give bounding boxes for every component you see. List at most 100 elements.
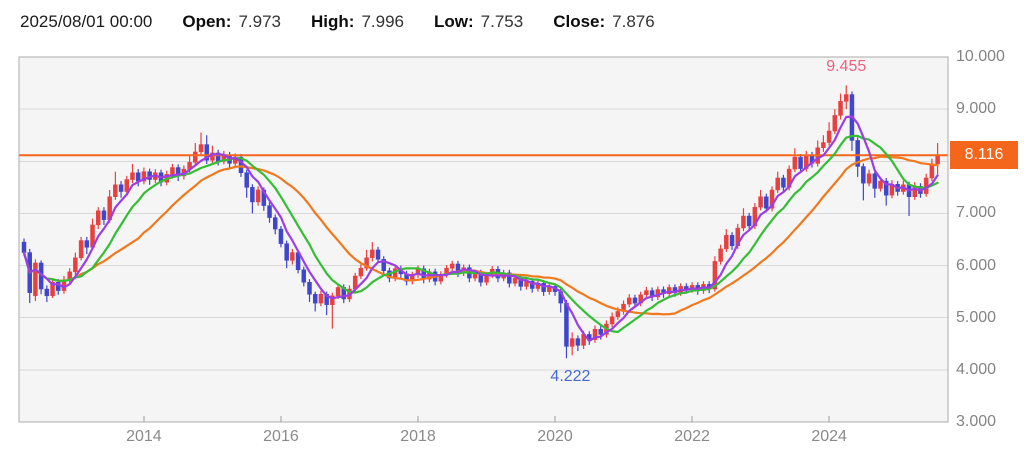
close-value: 7.876: [612, 12, 655, 31]
x-axis-label: 2016: [263, 428, 299, 445]
candle-up: [929, 163, 935, 179]
candle-up: [775, 177, 780, 191]
low-value: 7.753: [480, 12, 524, 31]
ma-line-ma-mid: [22, 134, 939, 334]
candle-down: [118, 184, 124, 192]
y-axis-label: 10.000: [956, 48, 1005, 65]
candle-down: [632, 297, 638, 304]
candle-up: [330, 295, 335, 305]
y-axis-label: 5.000: [956, 308, 997, 326]
candle-up: [33, 262, 38, 297]
low-label: Low:: [434, 12, 474, 31]
candle-up: [95, 210, 101, 226]
candle-down: [312, 294, 318, 304]
candle-up: [512, 277, 518, 284]
candle-down: [101, 210, 107, 220]
ma-line-ma-fast: [22, 115, 939, 342]
candle-up: [193, 151, 198, 163]
candle-up: [358, 267, 364, 277]
candle-down: [764, 196, 769, 209]
high-value: 7.996: [361, 12, 404, 31]
candle-up: [758, 196, 763, 208]
open-field: Open: 7.973: [182, 12, 281, 32]
candle-down: [575, 338, 581, 346]
candle-down: [307, 282, 312, 295]
candle-up: [769, 189, 775, 209]
candle-down: [21, 241, 27, 253]
candle-up: [615, 311, 621, 317]
candle-down: [872, 173, 878, 189]
candle-down: [244, 172, 249, 188]
candle-up: [935, 154, 940, 165]
high-label: High:: [311, 12, 355, 31]
close-field: Close: 7.876: [553, 12, 655, 32]
price-line-badge: 8.116: [950, 141, 1018, 170]
x-axis-label: 2020: [537, 428, 573, 445]
candle-up: [50, 282, 55, 297]
x-axis-label: 2022: [674, 428, 710, 445]
candle-up: [627, 297, 632, 305]
candle-up: [741, 215, 746, 229]
candle-up: [370, 249, 375, 259]
ma-line-ma-slow: [22, 155, 939, 316]
ohlc-header: 2025/08/01 00:00 Open: 7.973 High: 7.996…: [20, 10, 655, 34]
candle-down: [541, 283, 546, 292]
candle-down: [598, 328, 603, 335]
x-axis-label: 2014: [126, 428, 162, 445]
candle-up: [290, 252, 295, 261]
close-label: Close:: [553, 12, 606, 31]
plot-background: [19, 57, 948, 422]
candle-up: [832, 115, 838, 132]
candle-down: [798, 156, 803, 169]
candle-up: [718, 248, 723, 262]
candle-up: [569, 338, 575, 347]
candle-down: [284, 243, 289, 261]
y-axis-label: 6.000: [956, 256, 997, 274]
candle-up: [141, 171, 147, 182]
candle-down: [855, 140, 860, 167]
candle-up: [124, 179, 130, 192]
candle-up: [130, 172, 135, 180]
low-field: Low: 7.753: [434, 12, 523, 32]
candle-down: [250, 187, 255, 203]
open-value: 7.973: [238, 12, 282, 31]
candle-down: [564, 302, 569, 347]
candle-down: [746, 215, 752, 227]
plot-border: [18, 56, 949, 423]
x-axis-label: 2018: [400, 428, 436, 445]
candle-up: [792, 156, 798, 170]
candle-up: [364, 257, 369, 269]
candle-up: [113, 184, 118, 197]
candle-up: [821, 142, 826, 148]
candle-up: [170, 167, 175, 175]
y-axis-label: 4.000: [956, 360, 997, 378]
x-axis-label: 2024: [811, 428, 847, 445]
candle-up: [450, 263, 455, 269]
high-field: High: 7.996: [311, 12, 404, 32]
candle-down: [84, 240, 90, 248]
candle-up: [838, 101, 843, 116]
candle-down: [861, 166, 866, 184]
candle-down: [301, 269, 307, 283]
candle-up: [724, 235, 729, 250]
candle-down: [375, 249, 381, 260]
candle-down: [529, 280, 535, 289]
open-label: Open:: [182, 12, 232, 31]
candle-up: [609, 316, 615, 325]
candle-down: [204, 144, 209, 161]
candle-down: [883, 180, 889, 196]
candle-down: [729, 235, 735, 247]
candle-up: [866, 173, 872, 184]
candle-down: [278, 228, 284, 244]
candle-up: [198, 144, 204, 153]
candle-up: [712, 261, 718, 290]
candle-up: [335, 287, 341, 297]
candle-down: [267, 205, 272, 218]
candle-up: [592, 328, 598, 340]
candle-up: [644, 290, 649, 296]
y-axis-label: 9.000: [956, 100, 997, 118]
candle-down: [135, 172, 141, 182]
candle-up: [826, 130, 832, 143]
y-axis-label: 3.000: [956, 413, 997, 430]
